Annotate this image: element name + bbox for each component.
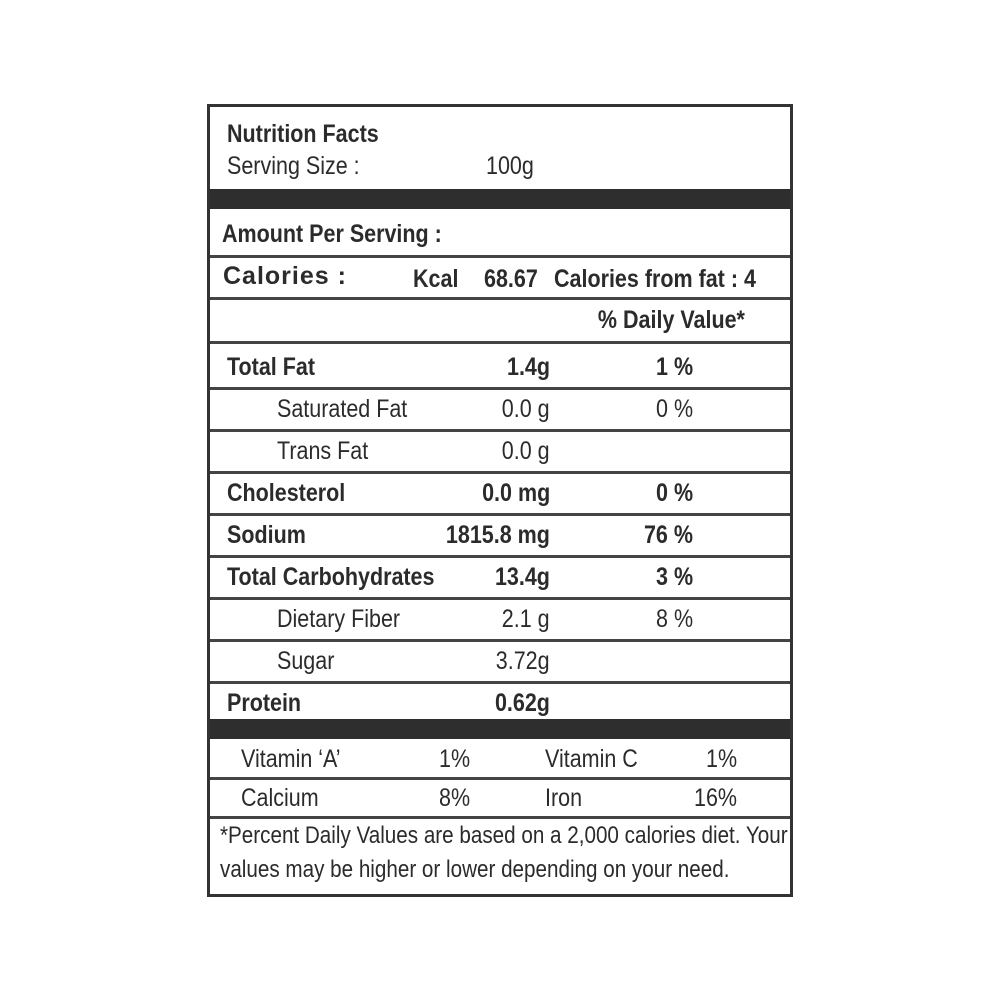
thick-divider [210, 719, 790, 739]
vitamin-value: 1% [705, 745, 737, 773]
nutrient-amount: 1815.8 mg [446, 521, 550, 549]
thick-divider [210, 189, 790, 209]
nutrient-daily-value: 0 % [655, 395, 693, 423]
nutrient-amount: 1.4g [506, 353, 550, 381]
nutrient-daily-value: 3 % [655, 563, 693, 591]
divider [210, 639, 790, 642]
nutrient-daily-value: 0 % [655, 479, 693, 507]
vitamin-value: 8% [438, 784, 470, 812]
calories-unit: Kcal [413, 265, 459, 293]
nutrient-daily-value: 8 % [655, 605, 693, 633]
vitamin-name: Calcium [241, 784, 319, 812]
daily-value-header: % Daily Value* [597, 306, 745, 334]
footnote-line-1: *Percent Daily Values are based on a 2,0… [220, 822, 788, 849]
calories-label: Calories : [223, 262, 347, 290]
footnote-line-2: values may be higher or lower depending … [220, 856, 730, 883]
nutrient-amount: 0.62g [495, 689, 550, 717]
nutrient-amount: 0.0 g [502, 437, 550, 465]
nutrient-name: Sugar [277, 647, 335, 675]
nutrient-name: Total Carbohydrates [227, 563, 435, 591]
nutrient-amount: 0.0 mg [481, 479, 550, 507]
serving-size-label: Serving Size : [227, 152, 360, 180]
nutrient-amount: 3.72g [496, 647, 550, 675]
vitamin-name: Vitamin ‘A’ [241, 745, 341, 773]
nutrient-daily-value: 1 % [655, 353, 693, 381]
nutrient-name: Trans Fat [277, 437, 369, 465]
calories-from-fat: Calories from fat : 4 [554, 265, 756, 293]
nutrient-name: Cholesterol [227, 479, 346, 507]
serving-size-value: 100g [486, 152, 534, 180]
vitamin-value: 1% [438, 745, 470, 773]
nutrient-name: Sodium [227, 521, 306, 549]
divider [210, 555, 790, 558]
divider [210, 513, 790, 516]
nutrient-name: Saturated Fat [277, 395, 408, 423]
vitamin-name: Vitamin C [545, 745, 638, 773]
divider [210, 816, 790, 819]
divider [210, 387, 790, 390]
nutrient-amount: 2.1 g [502, 605, 550, 633]
nutrient-amount: 0.0 g [502, 395, 550, 423]
divider [210, 255, 790, 258]
label-title: Nutrition Facts [227, 120, 379, 148]
nutrition-facts-label: Nutrition Facts Serving Size : 100g Amou… [207, 104, 793, 897]
nutrient-name: Protein [227, 689, 302, 717]
amount-per-serving: Amount Per Serving : [222, 220, 442, 248]
nutrient-amount: 13.4g [495, 563, 550, 591]
divider [210, 429, 790, 432]
vitamin-name: Iron [545, 784, 583, 812]
nutrient-daily-value: 76 % [643, 521, 693, 549]
divider [210, 471, 790, 474]
divider [210, 681, 790, 684]
divider [210, 341, 790, 344]
vitamin-value: 16% [693, 784, 737, 812]
divider [210, 777, 790, 780]
nutrient-name: Dietary Fiber [277, 605, 401, 633]
calories-value: 68.67 [484, 265, 538, 293]
divider [210, 297, 790, 300]
nutrient-name: Total Fat [227, 353, 315, 381]
divider [210, 597, 790, 600]
